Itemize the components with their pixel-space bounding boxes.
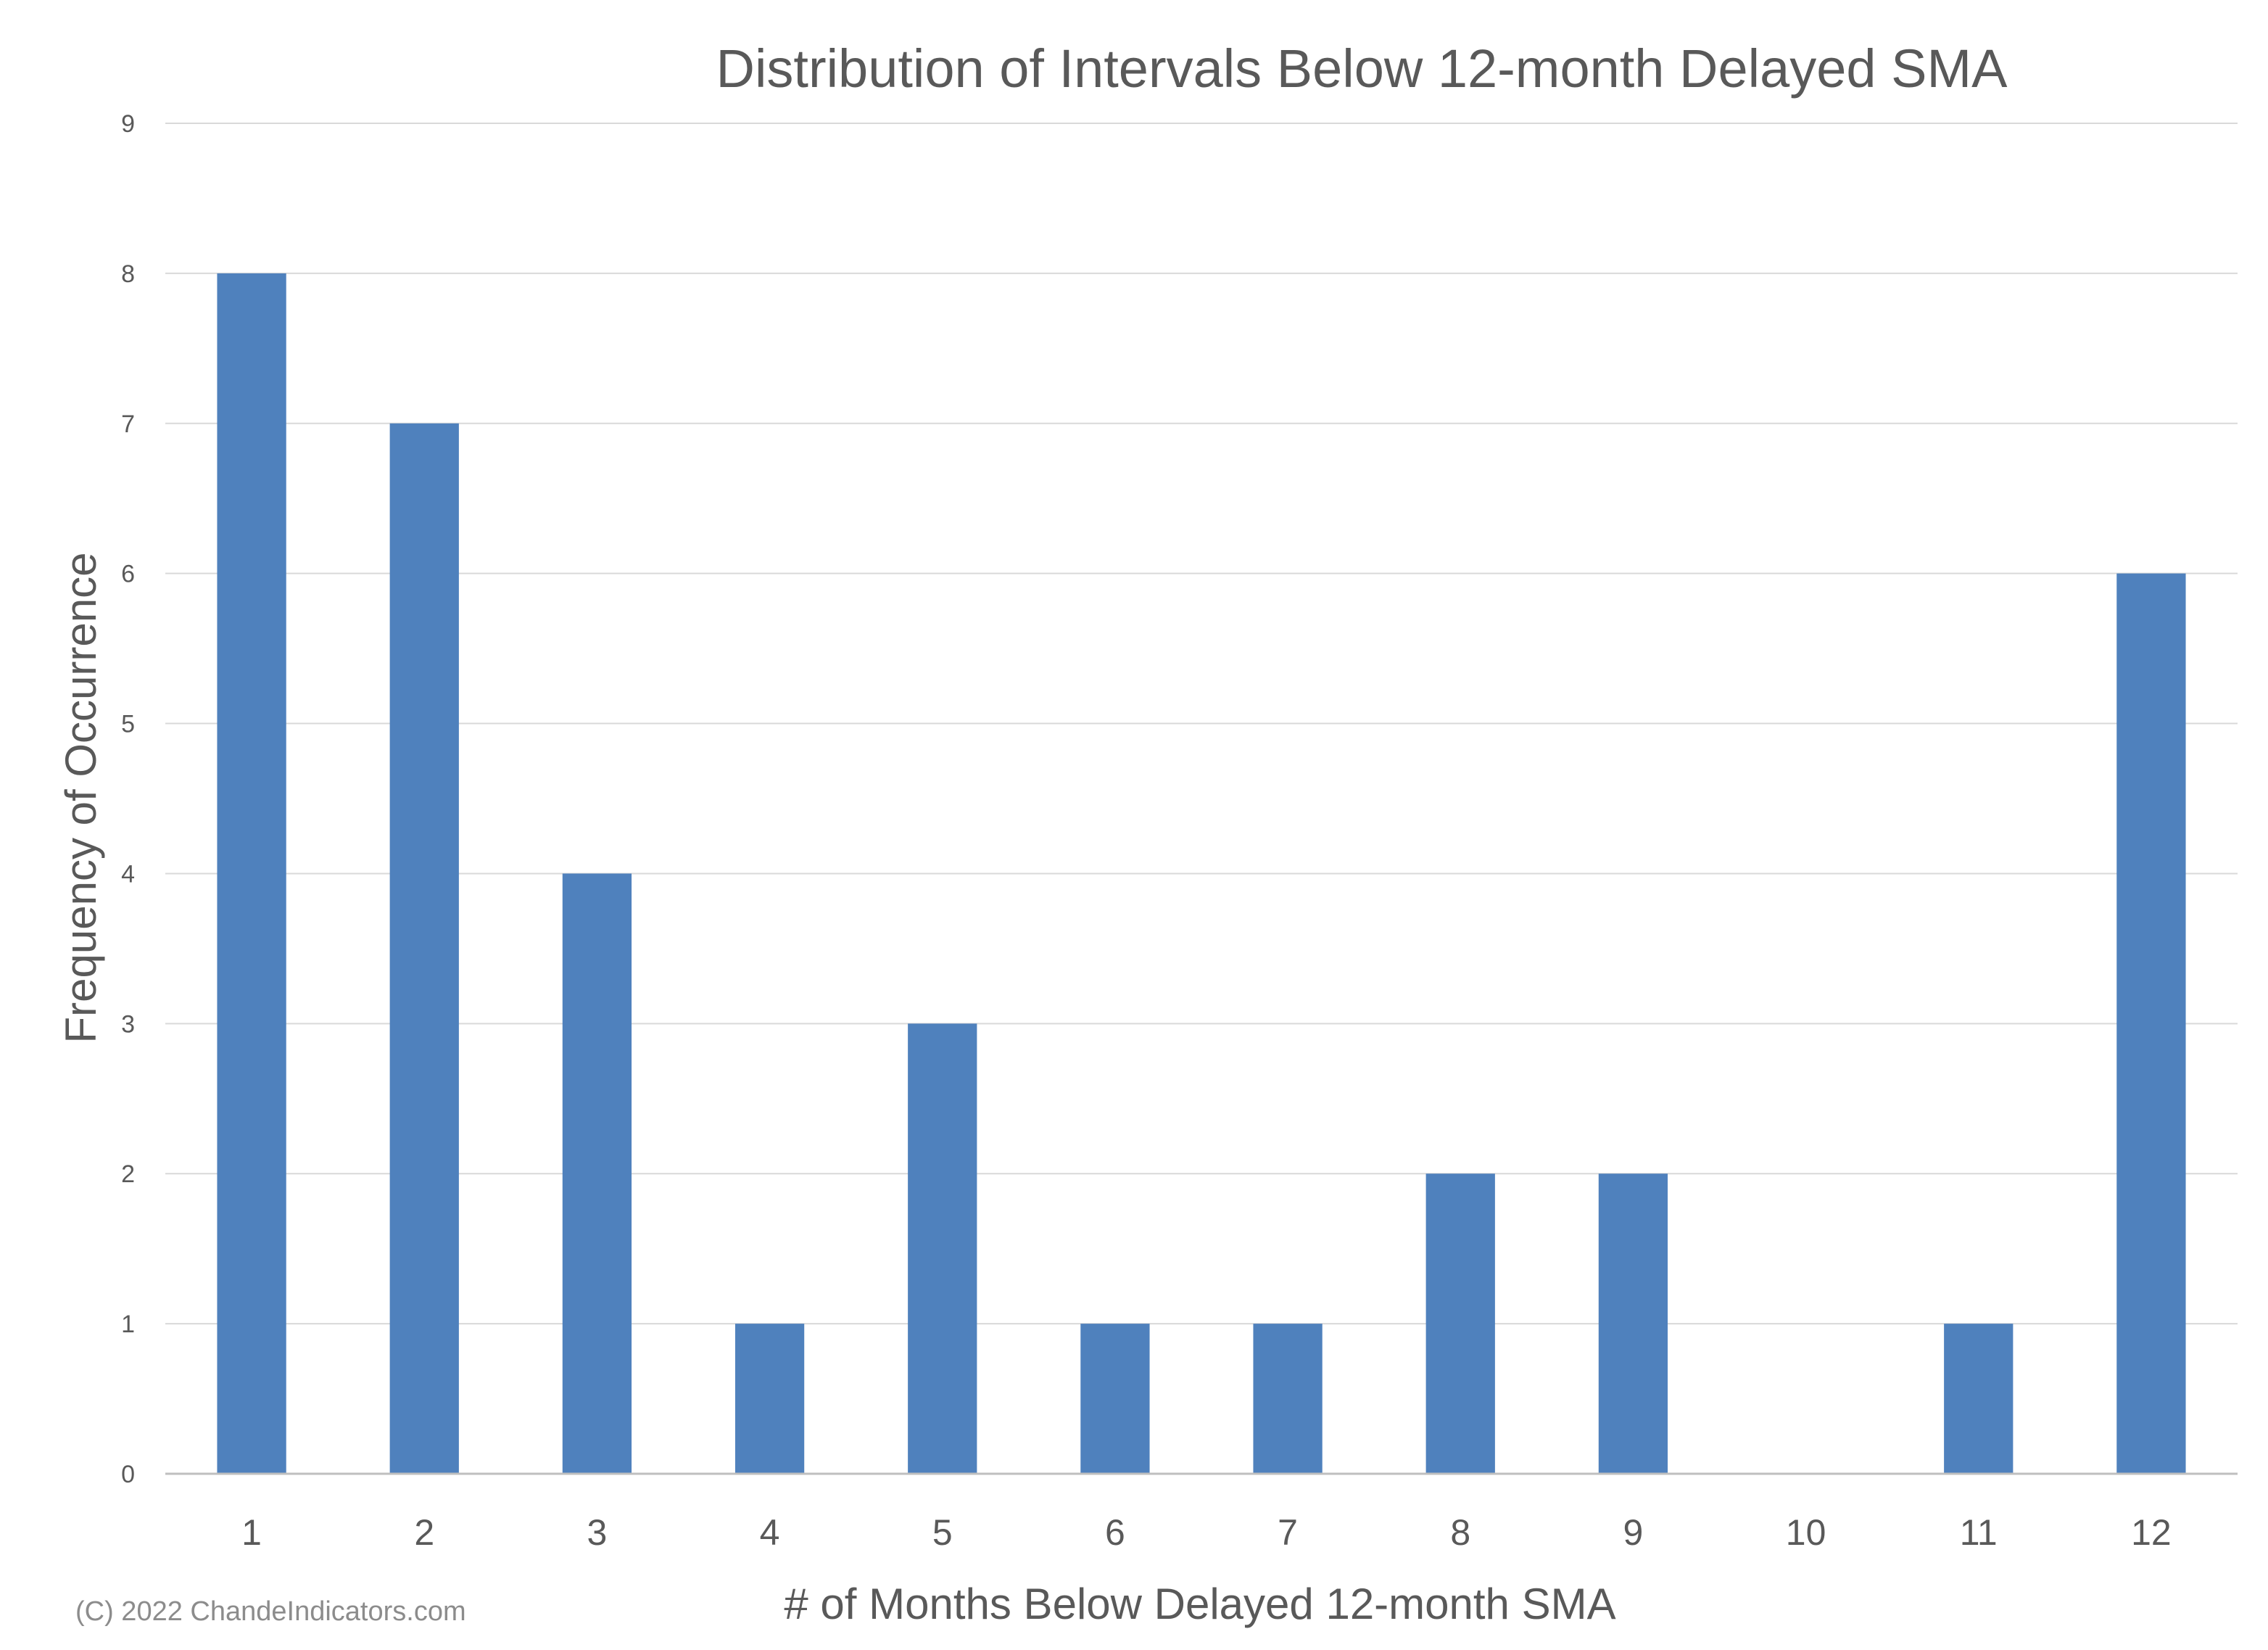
- x-tick-label: 4: [760, 1512, 780, 1553]
- bar-12: [2116, 573, 2186, 1474]
- copyright-note: (C) 2022 ChandeIndicators.com: [75, 1596, 466, 1627]
- gridlines: [165, 123, 2238, 1325]
- y-tick-label: 9: [121, 110, 135, 138]
- chart-title: Distribution of Intervals Below 12-month…: [716, 38, 2008, 99]
- bars: [217, 273, 2186, 1474]
- x-tick-label: 2: [414, 1512, 434, 1553]
- y-tick-label: 7: [121, 411, 135, 438]
- bar-1: [217, 273, 286, 1474]
- bar-11: [1944, 1324, 2014, 1474]
- x-axis-title: # of Months Below Delayed 12-month SMA: [784, 1580, 1615, 1628]
- y-tick-label: 8: [121, 260, 135, 288]
- y-tick-label: 3: [121, 1010, 135, 1038]
- x-tick-label: 8: [1450, 1512, 1470, 1553]
- y-tick-label: 0: [121, 1461, 135, 1488]
- bar-5: [908, 1023, 977, 1474]
- bar-3: [562, 873, 632, 1474]
- x-tick-label: 11: [1960, 1512, 1998, 1553]
- bar-7: [1253, 1324, 1323, 1474]
- y-tick-label: 4: [121, 860, 135, 888]
- x-tick-label: 6: [1105, 1512, 1125, 1553]
- bar-6: [1080, 1324, 1150, 1474]
- y-tick-label: 2: [121, 1160, 135, 1188]
- x-tick-label: 7: [1278, 1512, 1298, 1553]
- y-tick-label: 6: [121, 561, 135, 588]
- bar-2: [389, 423, 459, 1474]
- x-tick-label: 3: [587, 1512, 608, 1553]
- x-tick-label: 9: [1623, 1512, 1644, 1553]
- x-tick-label: 10: [1786, 1512, 1826, 1553]
- y-tick-label: 1: [121, 1311, 135, 1338]
- y-axis-title: Frequency of Occurrence: [57, 553, 105, 1044]
- y-tick-label: 5: [121, 711, 135, 738]
- bar-4: [734, 1324, 805, 1474]
- x-tick-label: 1: [241, 1512, 262, 1553]
- bar-8: [1425, 1173, 1495, 1474]
- x-tick-label: 12: [2131, 1512, 2172, 1553]
- bar-9: [1598, 1173, 1668, 1474]
- x-tick-label: 5: [932, 1512, 953, 1553]
